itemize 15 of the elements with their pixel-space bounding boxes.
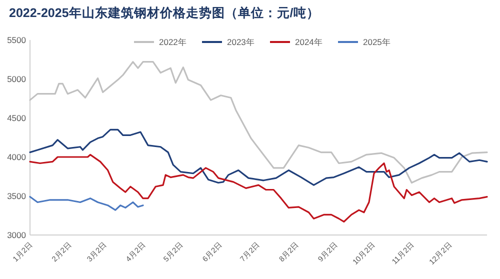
legend-label: 2023年 — [227, 36, 255, 47]
y-tick-label: 5500 — [7, 34, 26, 45]
line-series — [29, 196, 144, 211]
y-tick-label: 3000 — [7, 230, 26, 240]
y-tick-label: 4000 — [7, 152, 26, 162]
y-tick-label: 3500 — [7, 190, 26, 201]
legend-label: 2025年 — [363, 36, 391, 47]
y-tick-label: 4500 — [7, 112, 26, 123]
line-series — [29, 128, 488, 186]
legend-label: 2022年 — [159, 36, 187, 47]
y-tick-label: 5000 — [7, 74, 26, 84]
line-series — [29, 154, 488, 223]
line-series — [29, 61, 488, 184]
legend-label: 2024年 — [295, 36, 323, 47]
chart-title: 2022-2025年山东建筑钢材价格走势图（单位：元/吨） — [9, 5, 320, 20]
